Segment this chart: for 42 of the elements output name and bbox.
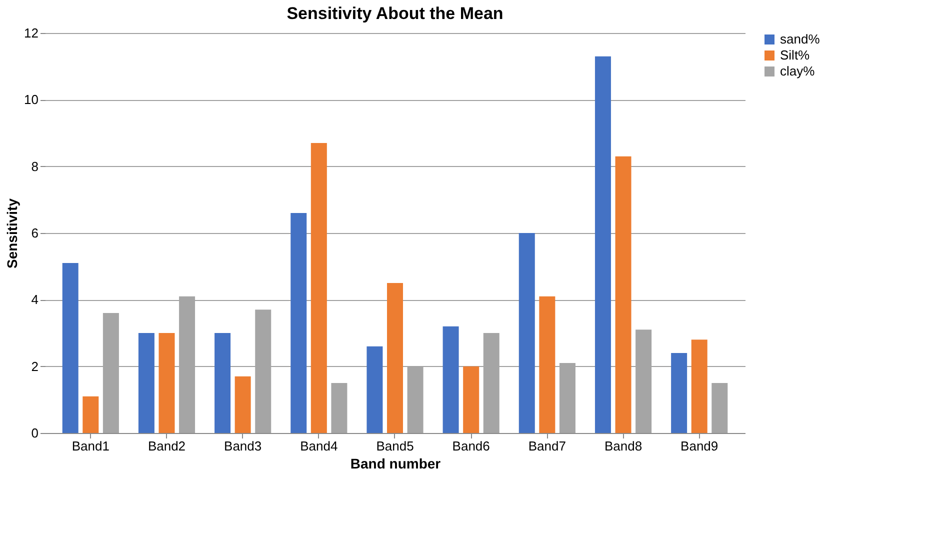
y-tick-label: 12 [24,26,38,40]
bar [214,333,231,433]
bar [463,366,480,433]
y-tick-label: 8 [31,158,38,174]
bar [615,156,632,433]
x-tick-label: Band4 [300,438,338,454]
bar [158,333,175,433]
x-tick-label: Band1 [72,438,110,454]
bar [366,346,383,433]
chart-title: Sensitivity About the Mean [286,4,504,23]
bar [331,383,348,433]
bar [310,143,327,433]
x-axis-title: Band number [350,456,442,472]
x-tick-label: Band5 [376,438,414,454]
y-tick-label: 4 [31,292,38,308]
bar [138,333,154,433]
y-tick-label: 2 [31,358,38,374]
x-tick-label: Band9 [680,438,718,454]
bar [594,56,611,433]
bar [518,233,535,433]
bar [671,353,688,433]
x-tick-label: Band7 [528,438,566,454]
x-tick-label: Band3 [224,438,262,454]
bar [539,296,556,433]
bar [290,213,307,433]
bar [387,283,403,433]
y-tick-label: 10 [24,92,38,108]
x-tick-label: Band6 [452,438,490,454]
legend-label: clay% [780,64,816,78]
x-tick-label: Band2 [148,438,186,454]
bar [712,383,728,433]
bar [442,326,459,433]
legend-label: sand% [780,32,820,46]
y-axis-title: Sensitivity [4,198,20,269]
bar [691,340,708,433]
legend-label: Silt% [780,48,810,62]
bar [82,396,99,433]
y-tick-label: 6 [31,226,38,240]
y-tick-label: 0 [31,426,38,440]
x-tick-label: Band8 [604,438,642,454]
bar [234,376,251,433]
bar [62,263,78,433]
